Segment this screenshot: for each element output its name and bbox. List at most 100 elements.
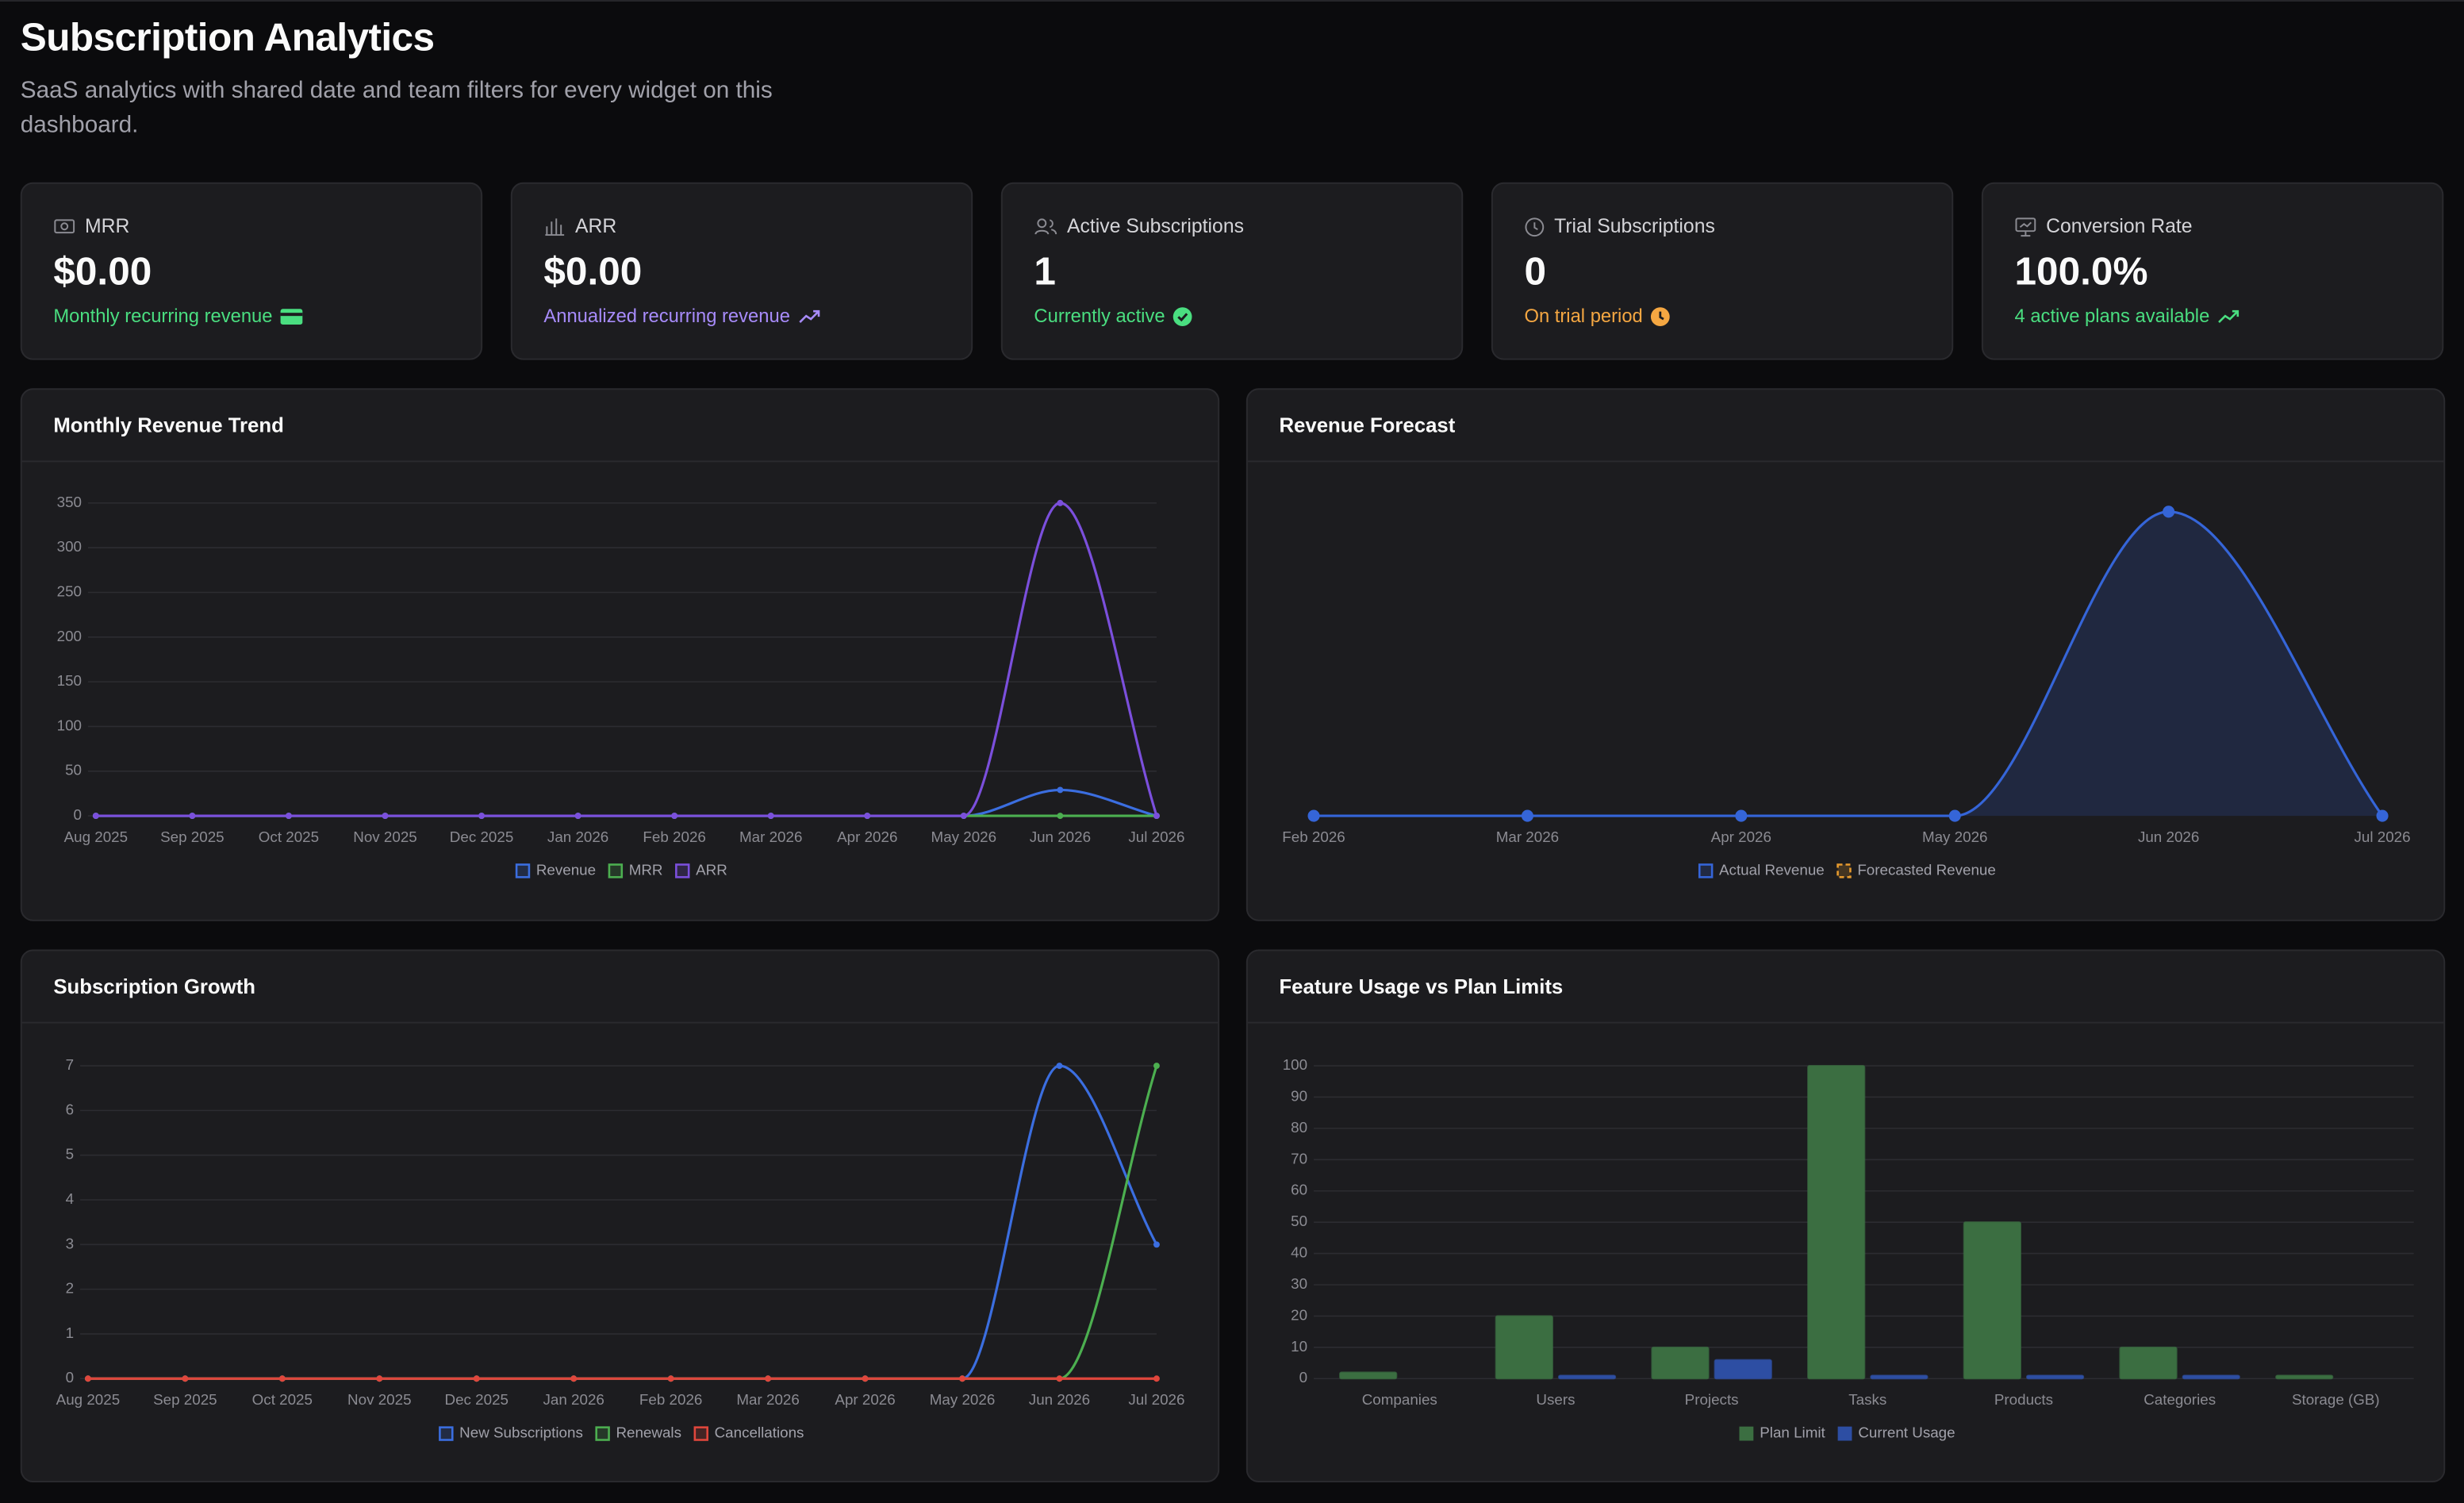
legend-swatch bbox=[1836, 863, 1852, 878]
y-tick-label: 80 bbox=[1291, 1119, 1307, 1136]
point bbox=[1056, 1063, 1063, 1070]
y-tick-label: 6 bbox=[66, 1101, 74, 1117]
y-tick-label: 100 bbox=[1283, 1056, 1307, 1073]
bar bbox=[1651, 1346, 1710, 1380]
kpi-value: 0 bbox=[1524, 249, 1547, 294]
chart-card: Feature Usage vs Plan Limits 0 10 20 30 40 50… bbox=[1245, 949, 2446, 1482]
x-tick-label: Jan 2026 bbox=[547, 828, 608, 845]
kpi-value: $0.00 bbox=[53, 249, 152, 294]
icon bbox=[281, 308, 304, 325]
kpi-label: MRR bbox=[84, 215, 130, 238]
legend-label: Plan Limit bbox=[1760, 1424, 1825, 1441]
point bbox=[2376, 809, 2389, 822]
y-tick-label: 250 bbox=[57, 582, 82, 599]
point bbox=[182, 1375, 189, 1382]
bar bbox=[1557, 1374, 1617, 1380]
line bbox=[95, 502, 1158, 817]
line bbox=[87, 1064, 1158, 1380]
y-tick-label: 150 bbox=[57, 672, 82, 689]
x-tick-label: Oct 2025 bbox=[252, 1391, 313, 1408]
kpi-note: Currently active bbox=[1034, 305, 1165, 328]
point bbox=[1153, 1375, 1160, 1382]
chart-card: Revenue Forecast Feb 2026 Mar 2026 Apr 202… bbox=[1245, 388, 2446, 921]
chart: Feb 2026 Mar 2026 Apr 2026 May 2026 Jun 2026… bbox=[1282, 505, 2411, 878]
point bbox=[1057, 786, 1064, 794]
y-tick-label: 5 bbox=[66, 1146, 74, 1163]
x-tick-label: Jul 2026 bbox=[1128, 828, 1184, 845]
point bbox=[1153, 1063, 1160, 1070]
icon bbox=[1651, 306, 1671, 326]
y-tick-label: 70 bbox=[1291, 1150, 1307, 1167]
point bbox=[1153, 813, 1160, 820]
x-tick-label: Nov 2025 bbox=[353, 828, 416, 845]
x-tick-label: Aug 2025 bbox=[64, 828, 128, 845]
line bbox=[95, 788, 1157, 817]
bar bbox=[1339, 1371, 1398, 1380]
kpi-card: ARR $0.00 Annualized recurring revenue bbox=[510, 182, 973, 360]
point bbox=[1735, 809, 1748, 822]
y-tick-label: 90 bbox=[1291, 1087, 1307, 1104]
kpi-value: 1 bbox=[1034, 249, 1056, 294]
x-tick-label: Oct 2025 bbox=[259, 828, 319, 845]
legend-label: Renewals bbox=[616, 1424, 681, 1441]
point bbox=[864, 813, 871, 820]
point bbox=[570, 1375, 578, 1382]
point bbox=[285, 813, 292, 820]
legend: Actual Revenue Forecasted Revenue bbox=[1698, 861, 1996, 878]
y-tick-label: 350 bbox=[57, 494, 82, 510]
bar bbox=[1714, 1359, 1772, 1380]
x-tick-label: Nov 2025 bbox=[347, 1391, 411, 1408]
y-tick-label: 0 bbox=[74, 806, 82, 823]
bar bbox=[2182, 1374, 2240, 1380]
kpi-label: Active Subscriptions bbox=[1067, 215, 1245, 238]
x-tick-label: May 2026 bbox=[931, 828, 997, 845]
x-tick-label: Mar 2026 bbox=[1496, 828, 1559, 845]
legend-label: Actual Revenue bbox=[1719, 861, 1825, 878]
x-tick-label: Jun 2026 bbox=[1030, 828, 1091, 845]
bar bbox=[2025, 1374, 2085, 1380]
point bbox=[382, 813, 389, 820]
x-tick-label: Mar 2026 bbox=[736, 1391, 799, 1408]
point bbox=[960, 813, 967, 820]
kpi-value: 100.0% bbox=[2014, 249, 2148, 294]
kpi-note: 4 active plans available bbox=[2014, 305, 2210, 328]
bar bbox=[1963, 1221, 2022, 1380]
y-tick-label: 2 bbox=[66, 1280, 74, 1297]
x-tick-label: Dec 2025 bbox=[445, 1391, 509, 1408]
chart-title: Feature Usage vs Plan Limits bbox=[1279, 974, 1564, 998]
point bbox=[1057, 499, 1064, 506]
x-tick-label: Jul 2026 bbox=[2355, 828, 2411, 845]
kpi-label: Conversion Rate bbox=[2046, 215, 2193, 238]
y-tick-label: 60 bbox=[1291, 1182, 1307, 1198]
x-tick-label: Projects bbox=[1685, 1391, 1739, 1408]
chart-title: Revenue Forecast bbox=[1279, 413, 1456, 437]
kpi-note: Monthly recurring revenue bbox=[53, 305, 273, 328]
y-tick-label: 10 bbox=[1291, 1338, 1307, 1355]
point bbox=[667, 1375, 674, 1382]
icon bbox=[1034, 218, 1057, 235]
page-subtitle: SaaS analytics with shared date and team… bbox=[20, 77, 773, 139]
point bbox=[765, 1375, 772, 1382]
bar bbox=[1495, 1315, 1553, 1380]
x-tick-label: May 2026 bbox=[1922, 828, 1988, 845]
y-tick-label: 200 bbox=[57, 628, 82, 644]
x-tick-label: Tasks bbox=[1848, 1391, 1886, 1408]
bar bbox=[1807, 1065, 1866, 1380]
page-title: Subscription Analytics bbox=[20, 15, 435, 60]
legend: Plan Limit Current Usage bbox=[1739, 1424, 1955, 1441]
legend-swatch bbox=[608, 863, 624, 878]
legend-swatch bbox=[1739, 1426, 1754, 1441]
icon bbox=[1173, 306, 1193, 326]
x-tick-label: Apr 2026 bbox=[1711, 828, 1771, 845]
legend-swatch bbox=[595, 1426, 610, 1441]
x-tick-label: Jan 2026 bbox=[543, 1391, 604, 1408]
point bbox=[767, 813, 774, 820]
kpi-card: Trial Subscriptions 0 On trial period bbox=[1491, 182, 1954, 360]
legend-swatch bbox=[693, 1426, 708, 1441]
chart: 0 50 100 150 200 250 300 350 Aug 2025 Sep 2025 Oct… bbox=[57, 494, 1184, 878]
x-tick-label: Companies bbox=[1362, 1391, 1437, 1408]
y-tick-label: 100 bbox=[57, 717, 82, 733]
point bbox=[376, 1375, 383, 1382]
legend-swatch bbox=[1698, 863, 1714, 878]
kpi-card: MRR $0.00 Monthly recurring revenue bbox=[20, 182, 483, 360]
